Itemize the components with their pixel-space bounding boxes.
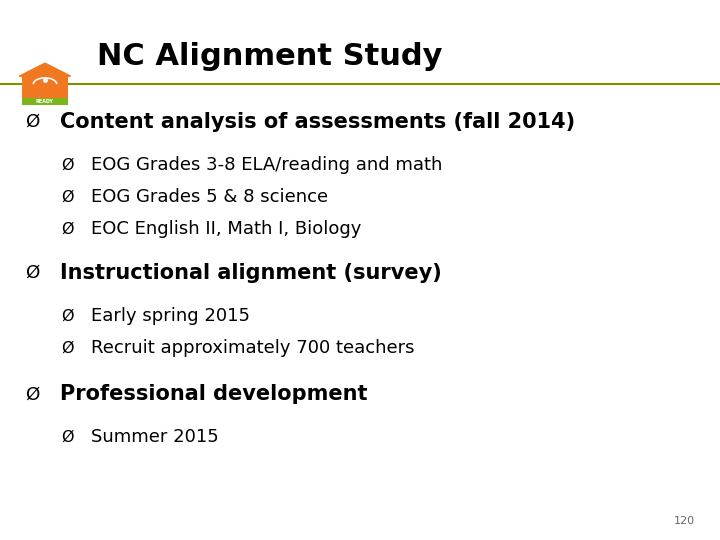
Text: Ø: Ø bbox=[61, 190, 73, 205]
Text: READY: READY bbox=[36, 99, 54, 104]
Text: EOG Grades 5 & 8 science: EOG Grades 5 & 8 science bbox=[91, 188, 328, 206]
Text: Ø: Ø bbox=[25, 112, 40, 131]
Text: Professional development: Professional development bbox=[60, 384, 367, 404]
Text: Ø: Ø bbox=[25, 264, 40, 282]
Text: Content analysis of assessments (fall 2014): Content analysis of assessments (fall 20… bbox=[60, 111, 575, 132]
Text: Ø: Ø bbox=[61, 308, 73, 323]
Text: EOG Grades 3-8 ELA/reading and math: EOG Grades 3-8 ELA/reading and math bbox=[91, 156, 443, 174]
Text: Instructional alignment (survey): Instructional alignment (survey) bbox=[60, 262, 441, 283]
Text: NC Alignment Study: NC Alignment Study bbox=[97, 42, 443, 71]
Text: 120: 120 bbox=[674, 516, 695, 526]
Text: Ø: Ø bbox=[61, 157, 73, 172]
Text: Ø: Ø bbox=[25, 385, 40, 403]
Text: Ø: Ø bbox=[61, 430, 73, 445]
FancyBboxPatch shape bbox=[22, 98, 68, 105]
Text: Ø: Ø bbox=[61, 222, 73, 237]
Text: Ø: Ø bbox=[61, 341, 73, 356]
Text: Early spring 2015: Early spring 2015 bbox=[91, 307, 251, 325]
Text: EOC English II, Math I, Biology: EOC English II, Math I, Biology bbox=[91, 220, 362, 239]
Text: Recruit approximately 700 teachers: Recruit approximately 700 teachers bbox=[91, 339, 415, 357]
Text: Summer 2015: Summer 2015 bbox=[91, 428, 219, 447]
FancyBboxPatch shape bbox=[22, 76, 68, 99]
Polygon shape bbox=[19, 63, 71, 76]
